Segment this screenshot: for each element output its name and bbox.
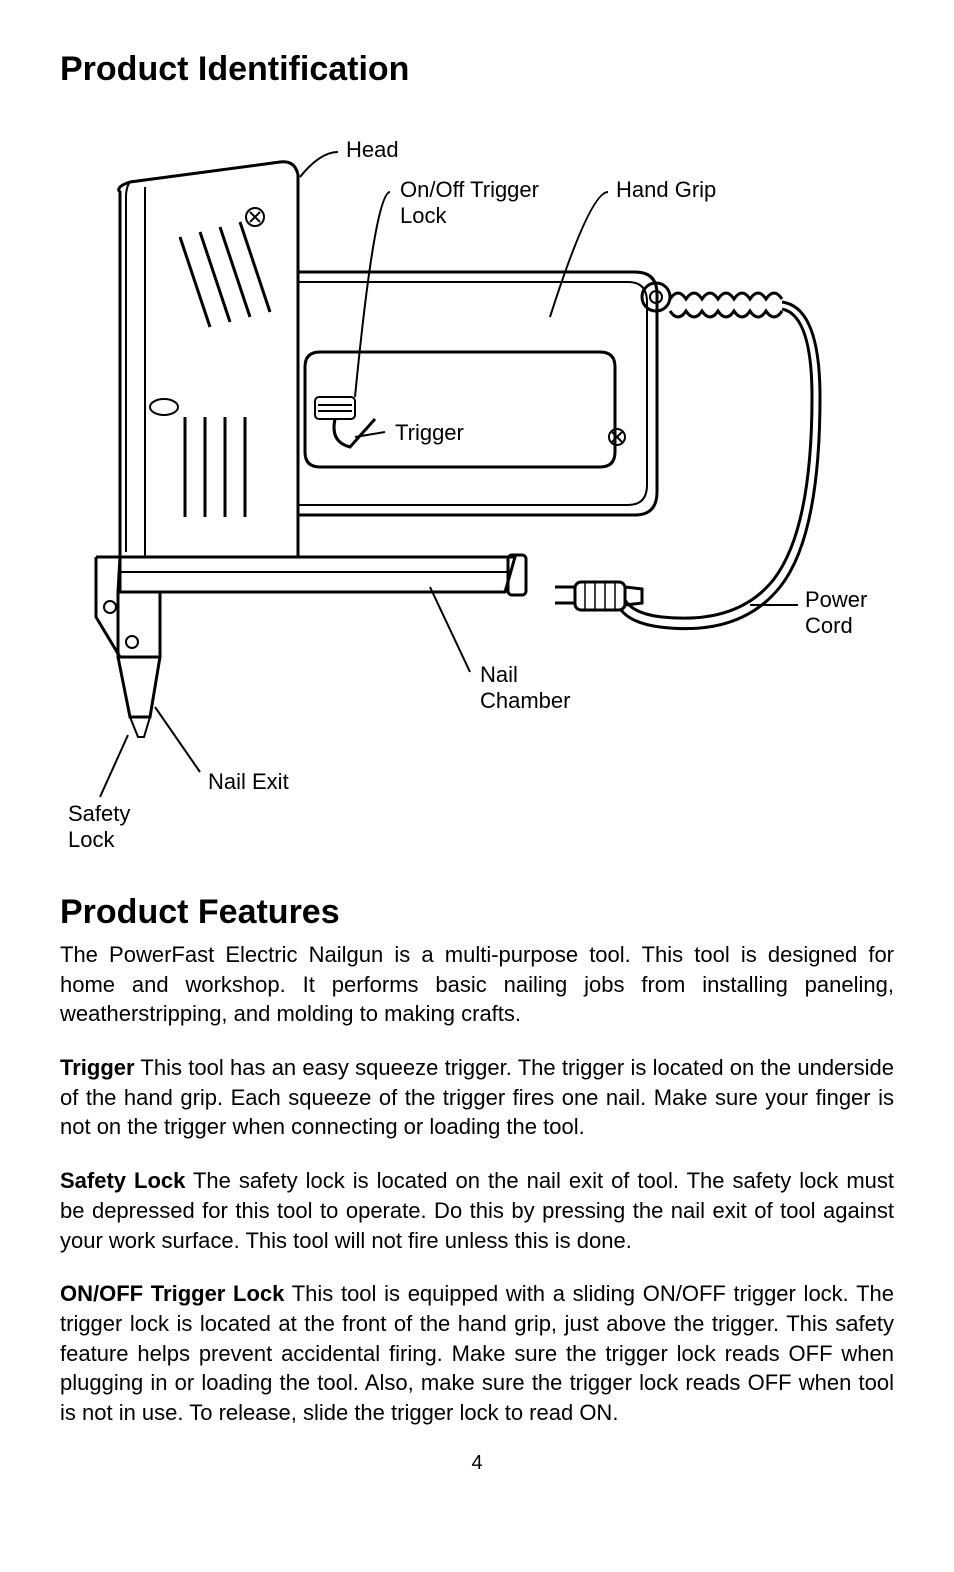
feature-safety-lock: Safety Lock The safety lock is located o…	[60, 1166, 894, 1255]
label-trigger-lock-2: Lock	[400, 203, 447, 228]
feature-trigger-text: This tool has an easy squeeze trigger. T…	[60, 1055, 894, 1139]
feature-onoff-label: ON/OFF Trigger Lock	[60, 1281, 284, 1306]
feature-trigger-label: Trigger	[60, 1055, 135, 1080]
feature-safety-lock-label: Safety Lock	[60, 1168, 185, 1193]
label-head: Head	[346, 137, 399, 162]
label-nail-exit: Nail Exit	[208, 769, 289, 794]
feature-safety-lock-text: The safety lock is located on the nail e…	[60, 1168, 894, 1252]
label-safety-lock-2: Lock	[68, 827, 115, 852]
label-trigger: Trigger	[395, 420, 464, 445]
feature-trigger: Trigger This tool has an easy squeeze tr…	[60, 1053, 894, 1142]
label-trigger-lock-1: On/Off Trigger	[400, 177, 539, 202]
label-nail-chamber-1: Nail	[480, 662, 518, 687]
heading-features: Product Features	[60, 893, 894, 932]
page-number: 4	[60, 1452, 894, 1475]
label-power-cord-1: Power	[805, 587, 867, 612]
feature-onoff: ON/OFF Trigger Lock This tool is equippe…	[60, 1279, 894, 1427]
intro-paragraph: The PowerFast Electric Nailgun is a mult…	[60, 940, 894, 1029]
label-nail-chamber-2: Chamber	[480, 688, 570, 713]
heading-identification: Product Identification	[60, 50, 894, 89]
label-hand-grip: Hand Grip	[616, 177, 716, 202]
nailgun-diagram-svg: Head On/Off Trigger Lock Hand Grip Trigg…	[60, 97, 894, 857]
label-safety-lock-1: Safety	[68, 801, 130, 826]
label-power-cord-2: Cord	[805, 613, 853, 638]
product-diagram: Head On/Off Trigger Lock Hand Grip Trigg…	[60, 97, 894, 857]
